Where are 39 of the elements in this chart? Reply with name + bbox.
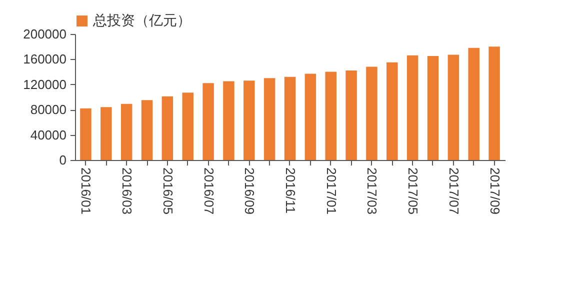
- x-tick-label: 2016/01: [78, 168, 94, 214]
- bar: [223, 81, 234, 160]
- bar: [244, 80, 255, 160]
- x-tick-label: 2016/07: [201, 168, 216, 214]
- bar: [284, 76, 296, 160]
- bar: [162, 96, 174, 160]
- x-tick-label: 2016/03: [120, 168, 135, 214]
- y-tick-label: 80000: [30, 102, 66, 118]
- bar: [325, 72, 336, 160]
- bar: [304, 74, 316, 160]
- x-tick-label: 2017/03: [364, 168, 380, 214]
- bar: [120, 104, 132, 160]
- y-tick-label: 120000: [23, 76, 66, 92]
- bar: [264, 78, 276, 160]
- x-tick-label: 2017/07: [446, 168, 462, 214]
- bar: [427, 56, 439, 160]
- y-tick-label: 40000: [30, 127, 66, 142]
- bar: [100, 107, 112, 160]
- bar: [448, 54, 460, 160]
- y-tick-label: 0: [59, 152, 66, 168]
- x-tick-label: 2016/09: [242, 168, 258, 214]
- bar: [406, 55, 418, 160]
- bar: [141, 100, 153, 160]
- bar: [468, 48, 480, 160]
- bar: [80, 108, 92, 160]
- x-tick-label: 2017/05: [406, 168, 421, 214]
- bar: [346, 70, 357, 160]
- x-tick-label: 2017/01: [324, 168, 339, 214]
- y-tick-label: 160000: [23, 52, 66, 67]
- bar: [202, 83, 214, 160]
- x-tick-label: 2017/09: [487, 168, 502, 214]
- x-tick-label: 2016/11: [283, 168, 298, 214]
- x-tick-label: 2016/05: [160, 168, 176, 214]
- bar: [366, 66, 378, 160]
- legend-label: 总投资（亿元）: [92, 12, 191, 28]
- bar: [182, 92, 194, 160]
- bar: [488, 46, 500, 160]
- bar: [386, 62, 398, 160]
- y-tick-label: 200000: [23, 26, 66, 42]
